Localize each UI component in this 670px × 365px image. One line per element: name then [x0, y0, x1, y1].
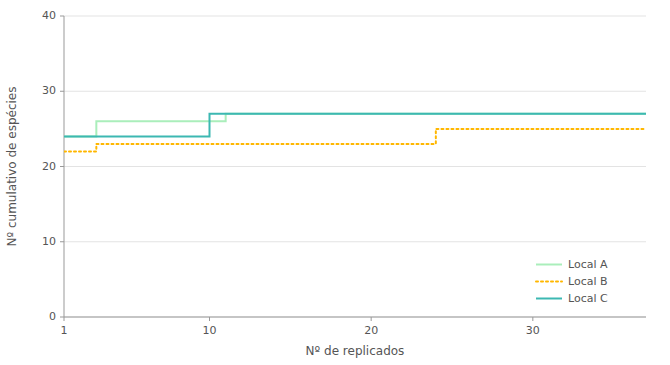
legend-swatch — [536, 298, 562, 300]
grid-line — [64, 16, 646, 17]
legend-label: Local A — [568, 258, 608, 271]
axes: 0 10 20 30 40 1 10 20 30 — [42, 9, 646, 337]
x-tick-label: 1 — [61, 324, 68, 337]
y-tick — [60, 241, 64, 242]
y-axis-line — [64, 16, 65, 317]
y-tick — [60, 91, 64, 92]
chart-container: 0 10 20 30 40 1 10 20 30 Nº de replicados Nº cumul… — [0, 0, 670, 365]
series-line — [64, 114, 646, 137]
x-axis-line — [64, 317, 646, 318]
grid-line — [64, 317, 646, 318]
y-tick-label: 40 — [42, 9, 56, 22]
grid-line — [64, 91, 646, 92]
y-tick-label: 20 — [42, 160, 56, 173]
y-tick-label: 10 — [42, 235, 56, 248]
legend-label: Local B — [568, 275, 608, 288]
y-tick — [60, 317, 64, 318]
series-line — [64, 114, 646, 137]
y-tick — [60, 166, 64, 167]
grid-line — [64, 166, 646, 167]
legend: Local A Local B Local C — [536, 258, 608, 305]
y-tick-label: 0 — [49, 310, 56, 323]
x-tick-label: 30 — [526, 324, 540, 337]
series-group — [64, 114, 646, 152]
y-tick-label: 30 — [42, 84, 56, 97]
legend-swatch — [536, 264, 562, 266]
x-axis-label: Nº de replicados — [306, 344, 405, 358]
grid — [64, 16, 646, 317]
series-line — [64, 129, 646, 152]
x-tick — [209, 317, 210, 321]
legend-label: Local C — [568, 292, 608, 305]
chart-svg: 0 10 20 30 40 1 10 20 30 Nº de replicados Nº cumul… — [0, 0, 670, 365]
x-tick — [371, 317, 372, 321]
background — [0, 0, 670, 365]
y-axis-label: Nº cumulativo de espécies — [5, 87, 19, 247]
grid-line — [64, 241, 646, 242]
x-tick-label: 10 — [203, 324, 217, 337]
y-tick — [60, 16, 64, 17]
x-tick-label: 20 — [364, 324, 378, 337]
x-tick — [532, 317, 533, 321]
legend-swatch — [536, 281, 562, 283]
x-tick — [64, 317, 65, 321]
